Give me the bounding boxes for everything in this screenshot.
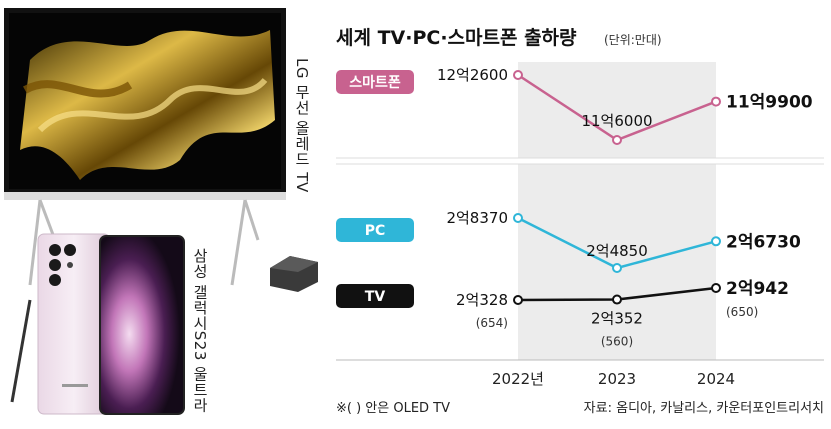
line-chart: 2022년 2023 2024 스마트폰 12억2600 11억6000 11억9900 PC… xyxy=(336,62,826,388)
data-label: 2억352 xyxy=(591,310,643,328)
legend-badge-2 xyxy=(336,284,414,308)
s-pen xyxy=(10,299,32,403)
data-point xyxy=(711,96,721,107)
data-sublabel: (650) xyxy=(726,305,758,319)
tv-illustration xyxy=(4,8,286,286)
legend-badge-0 xyxy=(336,70,414,94)
data-point xyxy=(513,70,523,80)
data-point xyxy=(513,213,523,223)
chart-unit: (단위:만대) xyxy=(604,33,662,47)
data-label: 2억942 xyxy=(726,279,789,299)
x-tick-label: 2023 xyxy=(598,370,636,388)
phone-camera-icon xyxy=(49,244,76,286)
data-point xyxy=(612,294,622,305)
source: 자료: 옴디아, 카날리스, 카운터포인트리서치 xyxy=(584,401,824,416)
data-label: 2억8370 xyxy=(446,209,508,227)
chart-shaded-range xyxy=(518,62,716,360)
tv-caption: LG 무선 올레드 TV xyxy=(293,58,311,193)
legend-label: 스마트폰 xyxy=(349,75,401,91)
data-label: 2억4850 xyxy=(586,242,648,260)
x-tick-label: 2022년 xyxy=(492,370,544,388)
tv-stand-left xyxy=(28,199,42,286)
legend-label: PC xyxy=(365,223,386,239)
axis-break xyxy=(336,158,826,164)
phone-illustration xyxy=(10,233,185,415)
data-label: 2억328 xyxy=(456,291,508,309)
legend-label: TV xyxy=(365,289,386,305)
data-point xyxy=(711,236,721,247)
legend-badge-1 xyxy=(336,218,414,242)
tv-stand-right xyxy=(230,199,247,286)
data-point xyxy=(612,263,622,273)
data-label: 12억2600 xyxy=(437,66,508,84)
x-tick-label: 2024 xyxy=(697,370,735,388)
data-point xyxy=(612,135,622,145)
data-label: 11억6000 xyxy=(581,112,652,130)
phone-front xyxy=(99,235,185,415)
data-sublabel: (654) xyxy=(476,316,508,330)
tv-bottom-bar xyxy=(4,192,286,200)
data-label: 2억6730 xyxy=(726,232,801,252)
data-label: 11억9900 xyxy=(726,93,813,113)
data-point xyxy=(711,283,721,293)
data-sublabel: (560) xyxy=(601,335,633,349)
chart-title: 세계 TV·PC·스마트폰 출하량 xyxy=(336,27,577,49)
tv-screen-art xyxy=(20,30,275,180)
phone-caption: 삼성 갤럭시S23 울트라 xyxy=(191,248,209,413)
footnote: ※( ) 안은 OLED TV xyxy=(336,401,450,416)
data-point xyxy=(513,295,523,305)
zero-connect-box xyxy=(270,256,318,292)
